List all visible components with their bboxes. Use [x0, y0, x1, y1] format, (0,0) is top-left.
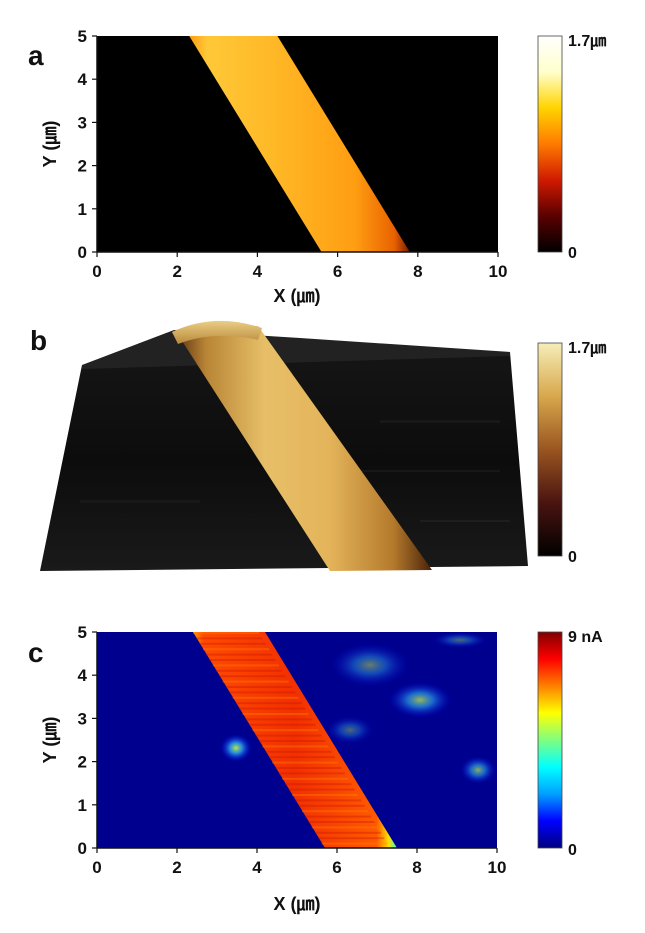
- panel-c-stripe-streak: [239, 707, 306, 710]
- panel-c-letter: c: [28, 637, 44, 668]
- panel-c-stripe-streak: [321, 842, 388, 845]
- panel-a-y-axis-label: Y (㎛): [40, 121, 61, 168]
- panel-c-stripe-streak: [265, 750, 332, 753]
- panel-c-y-tick-label: 3: [78, 709, 87, 728]
- panel-c-stripe-streak: [292, 794, 358, 796]
- panel-c-y-tick-label: 1: [78, 796, 87, 815]
- panel-c-stripe-streak: [232, 696, 299, 699]
- panel-b-letter: b: [30, 325, 47, 356]
- panel-c-stripe-streak: [282, 777, 349, 780]
- panel-c-stripe-streak: [305, 815, 372, 818]
- panel-a-y-tick-label: 4: [78, 70, 88, 89]
- panel-c-colorbar: [537, 631, 563, 849]
- panel-a: a 0 2 4 6 8 10 0 1 2 3 4 5 X (㎛) Y (㎛) 1.7㎛ 0: [28, 27, 606, 307]
- panel-a-y-tick-label: 3: [78, 113, 87, 132]
- panel-c-x-axis-label: X (㎛): [274, 894, 321, 915]
- panel-c-x-tick-label: 4: [252, 858, 262, 877]
- panel-c-stripe-streak: [268, 756, 335, 759]
- panel-c-stripe-streak: [226, 686, 292, 688]
- panel-c-colorbar-min-label: 0: [568, 842, 577, 859]
- panel-c-stripe-streak: [229, 691, 296, 694]
- panel-c-current-stripe: [193, 632, 397, 848]
- panel-a-x-tick-label: 2: [172, 262, 181, 281]
- panel-b-nanowire-cylinder: [175, 326, 432, 571]
- panel-a-y-tick-label: 2: [78, 157, 87, 176]
- panel-c-stripe-streak: [262, 745, 329, 748]
- panel-c-stripe-streak: [242, 713, 309, 715]
- panel-c-stripe-streak: [219, 675, 286, 678]
- panel-c-y-tick-label: 0: [78, 839, 87, 858]
- panel-c-stripe-streak: [193, 632, 259, 634]
- panel-c-y-tick-label: 4: [78, 666, 88, 685]
- panel-b: b 1.7㎛ 0: [30, 320, 606, 571]
- panel-c-stripe-streak: [285, 783, 352, 786]
- panel-c-stripe-streak: [318, 837, 385, 840]
- panel-c-x-tick-label: 6: [332, 858, 341, 877]
- panel-b-nanowire-cap: [172, 320, 262, 344]
- panel-a-x-tick-label: 10: [489, 262, 508, 281]
- panel-c-stripe-streak: [278, 772, 345, 775]
- panel-a-y-tick-label: 0: [78, 243, 87, 262]
- panel-c-stripe-streak: [308, 821, 375, 823]
- panel-b-colorbar-max-label: 1.7㎛: [568, 340, 606, 358]
- panel-a-colorbar: [537, 35, 563, 253]
- panel-a-x-tick-label: 4: [253, 262, 263, 281]
- panel-a-x-tick-label: 8: [413, 262, 422, 281]
- panel-a-letter: a: [28, 40, 44, 71]
- panel-c-stripe-streak: [216, 669, 283, 672]
- panel-c-stripe-streak: [252, 729, 319, 732]
- panel-c-x-tick-label: 8: [412, 858, 421, 877]
- panel-a-colorbar-max-label: 1.7㎛: [568, 33, 606, 51]
- panel-b-colorbar-min-label: 0: [568, 549, 577, 566]
- panel-c-stripe-streak: [209, 659, 276, 661]
- panel-c-stripe-streak: [301, 810, 368, 813]
- panel-c-stripe-streak: [298, 804, 365, 807]
- panel-c-stripe-streak: [222, 680, 289, 683]
- panel-a-x-axis-label: X (㎛): [274, 286, 321, 307]
- panel-c-stripe-streak: [311, 826, 378, 829]
- panel-c-x-tick-label: 2: [172, 858, 181, 877]
- panel-a-x-tick-label: 6: [333, 262, 342, 281]
- panel-c-y-axis-label: Y (㎛): [40, 717, 61, 764]
- panel-c-stripe-streak: [288, 788, 355, 791]
- panel-c-stripe-streak: [259, 740, 325, 742]
- panel-c-stripe-streak: [275, 767, 342, 769]
- panel-c-stripe-streak: [212, 664, 279, 667]
- panel-c-y-tick-label: 2: [78, 753, 87, 772]
- panel-c-stripe-streaks: [193, 632, 388, 845]
- panel-c-stripe-streak: [196, 637, 263, 640]
- panel-a-colorbar-min-label: 0: [568, 245, 577, 262]
- panel-a-x-tick-label: 0: [92, 262, 101, 281]
- panel-c-y-tick-label: 5: [78, 623, 87, 642]
- panel-c-stripe-streak: [245, 718, 312, 721]
- panel-a-ticks: 0 2 4 6 8 10 0 1 2 3 4 5: [78, 27, 508, 281]
- panel-c-stripe-streak: [235, 702, 302, 705]
- panel-c-colorbar-max-label: 9 nA: [568, 629, 603, 646]
- panel-c-stripe-streak: [315, 831, 382, 834]
- panel-b-surface-noise: [80, 420, 510, 522]
- panel-b-colorbar: [537, 342, 563, 557]
- panel-c-stripe-streak: [249, 723, 316, 726]
- panel-c-stripe-streak: [255, 734, 322, 737]
- panel-c-stripe-streak: [206, 653, 273, 656]
- panel-a-y-tick-label: 5: [78, 27, 87, 46]
- panel-c-stripe-streak: [202, 648, 269, 651]
- panel-a-nanowire-stripe: [189, 36, 410, 252]
- panel-c: c 0 2 4 6 8 10 0 1 2 3 4 5 X (㎛) Y (㎛) 9 nA 0: [28, 623, 603, 915]
- panel-c-x-tick-label: 10: [488, 858, 507, 877]
- panel-c-current-patches: [220, 632, 496, 784]
- panel-c-x-tick-label: 0: [92, 858, 101, 877]
- panel-a-y-tick-label: 1: [78, 200, 87, 219]
- panel-c-stripe-streak: [272, 761, 339, 764]
- panel-c-ticks: 0 2 4 6 8 10 0 1 2 3 4 5: [78, 623, 507, 877]
- panel-c-stripe-streak: [199, 642, 266, 645]
- panel-c-stripe-streak: [295, 799, 362, 802]
